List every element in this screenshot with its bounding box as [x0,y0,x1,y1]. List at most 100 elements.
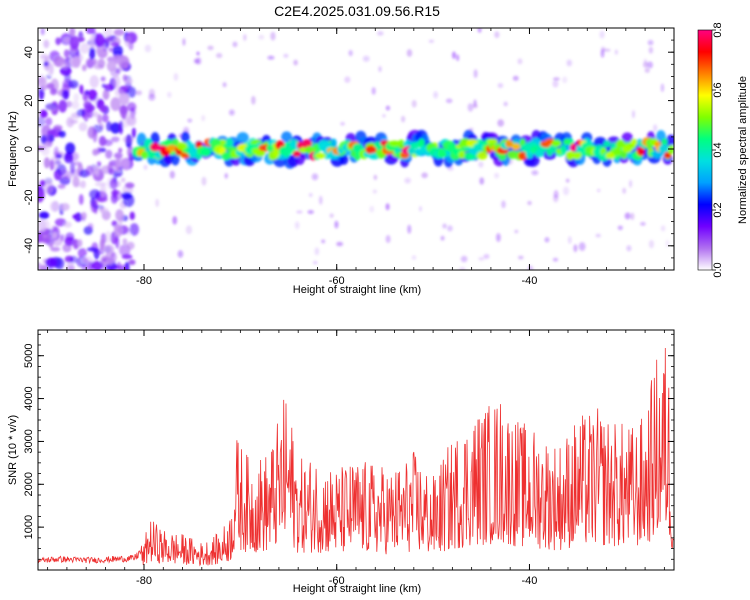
heatmap-noise-blob [74,212,83,222]
heatmap-noise-blob [57,184,66,189]
heatmap-noise-blob [101,114,109,123]
heatmap-speck [433,91,438,99]
spectrogram-heatmap [38,28,674,270]
heatmap-signal-blob [225,138,234,148]
heatmap-signal-blob [668,144,674,155]
heatmap-noise-blob [43,39,50,49]
heatmap-noise-blob [118,216,123,226]
heatmap-speck [340,121,345,126]
heatmap-noise-blob [47,129,57,135]
heatmap-noise-blob [97,114,103,125]
heatmap-noise-blob [118,120,124,135]
heatmap-signal-blob [463,152,474,160]
heatmap-noise-blob [121,254,133,260]
heatmap-signal-blob [570,143,577,152]
heatmap-noise-blob [40,73,45,85]
heatmap-noise-blob [126,86,137,98]
heatmap-signal-blob [365,145,377,155]
heatmap-signal-blob [166,144,178,152]
heatmap-signal-blob [266,144,274,152]
heatmap-speck [628,179,633,188]
colorbar-tick-label: 0.6 [712,82,724,97]
heatmap-noise-blob [58,130,66,138]
y-tick-label: 20 [23,94,35,106]
heatmap-noise-blob [89,46,96,60]
heatmap-speck [228,109,235,116]
heatmap-noise-blob [63,152,74,164]
y-tick-label: 40 [23,46,35,58]
x-tick-label: -60 [329,275,345,287]
heatmap-noise-blob [86,261,94,270]
heatmap-speck [369,205,375,213]
heatmap-speck [258,34,265,40]
heatmap-signal-blob [627,152,635,159]
heatmap-noise-blob [105,257,115,266]
heatmap-speck [294,221,300,230]
heatmap-speck [251,95,256,105]
heatmap-speck [344,76,351,83]
x-tick-label: -40 [522,575,538,587]
heatmap-signal-blob [476,151,488,160]
snr-ylabel: SNR (10 * v/v) [7,415,19,485]
heatmap-speck [377,31,384,36]
heatmap-noise-blob [81,64,87,72]
heatmap-noise-blob [60,61,69,70]
heatmap-noise-blob [72,56,81,68]
heatmap-speck [412,255,416,260]
heatmap-speck [561,76,568,84]
heatmap-noise-blob [72,214,77,219]
heatmap-noise-blob [85,28,96,35]
heatmap-signal-blob [373,141,382,149]
heatmap-noise-blob [89,75,100,89]
heatmap-noise-blob [118,105,129,115]
heatmap-noise-blob [99,183,107,198]
heatmap-noise-blob [103,244,115,254]
heatmap-speck [311,173,319,181]
heatmap-speck [626,245,632,252]
heatmap-noise-blob [54,159,62,166]
heatmap-noise-blob [114,152,123,159]
heatmap-noise-blob [99,104,108,113]
heatmap-speck [201,176,207,186]
heatmap-noise-blob [113,54,122,65]
heatmap-speck [222,82,227,88]
heatmap-noise-blob [41,125,52,138]
y-tick-label: -20 [23,189,35,205]
heatmap-speck [573,244,578,253]
heatmap-speck [371,87,376,95]
heatmap-speck [665,239,670,248]
heatmap-speck [270,31,276,41]
heatmap-noise-blob [73,93,80,102]
heatmap-speck [660,83,664,93]
heatmap-speck [479,177,485,185]
heatmap-speck [336,241,344,247]
heatmap-speck [385,105,390,111]
heatmap-signal-blob [518,151,528,161]
heatmap-speck [527,265,534,270]
heatmap-signal-blob [437,149,446,158]
heatmap-noise-blob [45,74,52,80]
heatmap-signal-blob [414,148,422,157]
heatmap-speck [644,67,650,73]
heatmap-speck [496,233,501,242]
heatmap-noise-blob [109,178,118,190]
heatmap-signal-blob [410,142,420,150]
heatmap-noise-blob [100,76,106,82]
heatmap-noise-blob [49,87,57,96]
heatmap-noise-blob [69,119,78,124]
heatmap-noise-blob [69,35,80,50]
heatmap-noise-blob [122,238,128,245]
y-tick-label: 0 [23,146,35,152]
heatmap-speck [187,118,193,123]
heatmap-noise-blob [38,232,43,243]
heatmap-speck [296,210,303,214]
heatmap-speck [445,98,453,104]
heatmap-noise-blob [40,85,47,91]
heatmap-noise-blob [38,116,46,127]
heatmap-speck [451,51,457,59]
heatmap-noise-blob [84,89,90,96]
heatmap-noise-blob [69,255,78,264]
heatmap-signal-blob [636,146,645,156]
heatmap-speck [440,235,445,241]
heatmap-noise-blob [96,196,108,203]
